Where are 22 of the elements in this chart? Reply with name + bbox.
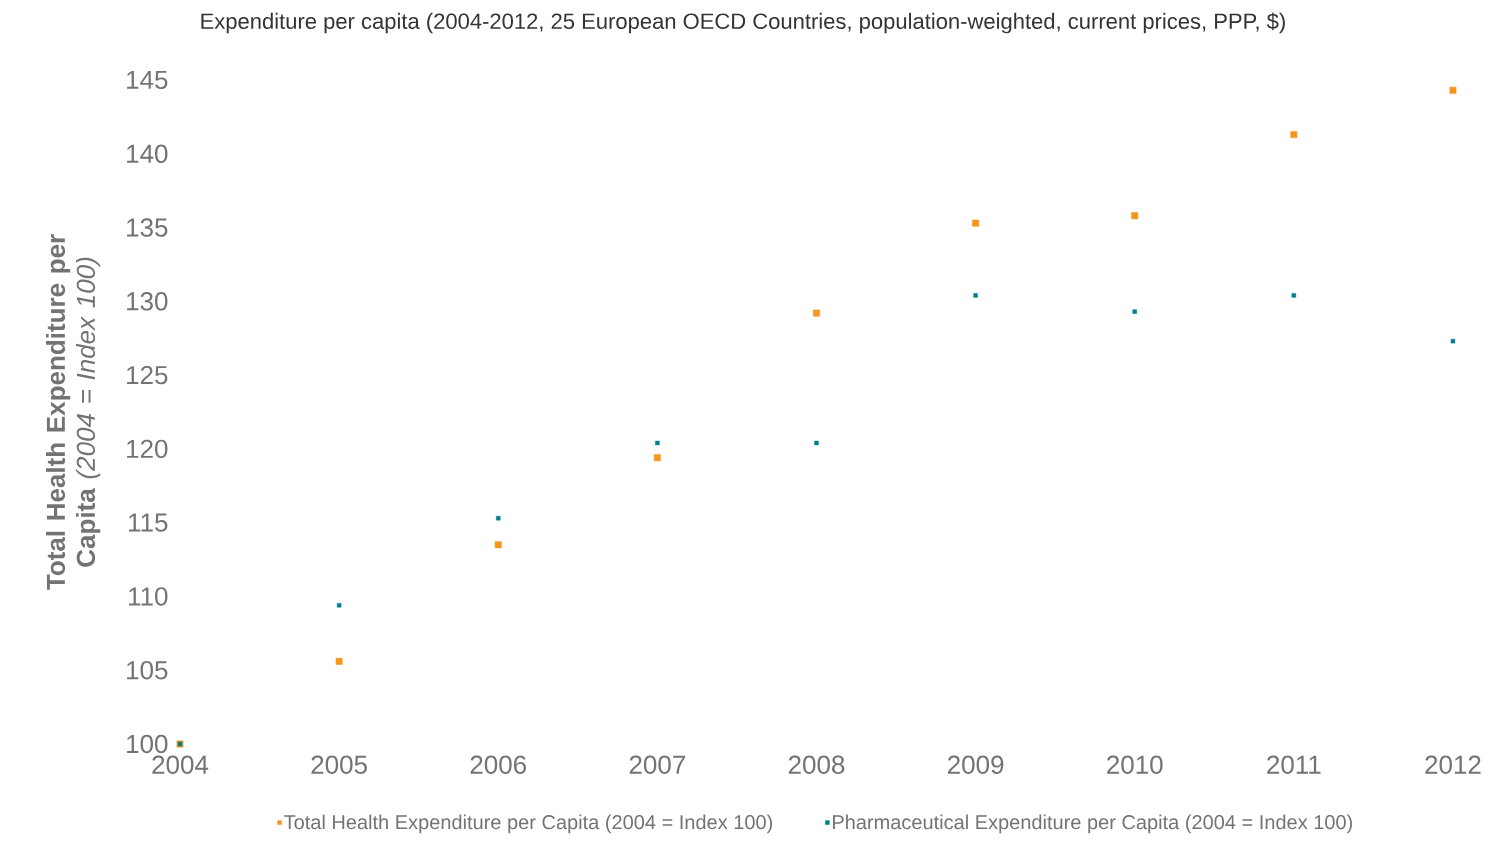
x-tick-label: 2010 — [1107, 755, 1163, 774]
y-tick-label: 105 — [127, 661, 168, 680]
y-tick-label: 125 — [127, 365, 168, 385]
y-tick-label: 135 — [127, 218, 168, 237]
x-tick-label: 2004 — [152, 755, 209, 774]
x-tick-label: 2009 — [947, 755, 1004, 774]
y-tick-label: 115 — [129, 513, 168, 532]
legend-label: Pharmaceutical Expenditure per Capita (2004 = Index 100) — [833, 814, 1352, 834]
x-tick-label: 2006 — [470, 755, 527, 774]
y-tick-label: 100 — [127, 734, 168, 754]
legend-label: Total Health Expenditure per Capita (2004 = Index 100) — [284, 814, 773, 834]
y-tick-label: 145 — [127, 70, 168, 90]
y-tick-label: 140 — [127, 144, 168, 163]
x-tick-label: 2012 — [1425, 755, 1481, 774]
x-tick-label: 2008 — [788, 755, 845, 774]
y-tick-label: 110 — [129, 587, 168, 606]
y-tick-label: 130 — [127, 292, 168, 311]
y-tick-label: 120 — [127, 439, 168, 459]
x-tick-label: 2005 — [311, 755, 367, 774]
x-tick-label: 2011 — [1267, 755, 1321, 774]
chart-title: Expenditure per capita (2004-2012, 25 European OECD Countries, population-weighted, current prices, PPP, $) — [201, 12, 1285, 34]
x-tick-label: 2007 — [629, 755, 685, 774]
